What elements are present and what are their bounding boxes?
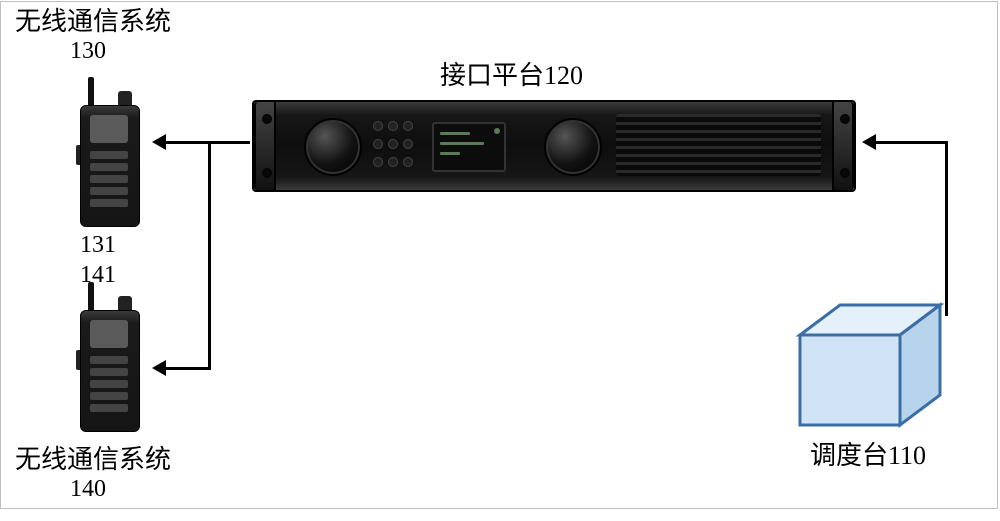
radio-screen: [90, 115, 128, 143]
cube-icon: [790, 295, 960, 435]
label-wireless-bottom: 无线通信系统: [15, 444, 171, 475]
radio-keypad: [90, 151, 128, 211]
rack-led: [389, 122, 397, 130]
radio-side-button-icon: [76, 350, 80, 370]
radio-knob-icon: [118, 91, 132, 105]
arrow-dispatch-horizontal: [875, 141, 948, 144]
rack-led: [374, 158, 382, 166]
rack-led: [404, 122, 412, 130]
radio-side-button-icon: [76, 145, 80, 165]
radio-keypad: [90, 356, 128, 416]
rack-led: [389, 158, 397, 166]
radio-screen: [90, 320, 128, 348]
label-wireless-top: 无线通信系统: [15, 6, 171, 37]
arrowhead-left-icon: [152, 360, 166, 376]
rack-led: [374, 122, 382, 130]
label-dispatch: 调度台110: [810, 440, 926, 471]
radio-141: [80, 310, 138, 430]
num-wireless-bottom: 140: [70, 476, 106, 503]
num-radio-131: 131: [80, 232, 116, 259]
rack-led: [389, 140, 397, 148]
arrowhead-left-icon: [152, 134, 166, 150]
arrow-branch-horizontal: [165, 367, 211, 370]
radio-knob-icon: [118, 296, 132, 310]
arrow-branch-vertical: [208, 141, 211, 370]
rack-led: [374, 140, 382, 148]
arrow-dispatch-vertical: [945, 141, 948, 316]
rack-led: [404, 158, 412, 166]
rack-dial-left: [304, 118, 362, 176]
arrowhead-left-icon: [862, 134, 876, 150]
num-wireless-top: 130: [70, 38, 106, 65]
dispatch-console: [790, 295, 960, 435]
label-interface-platform: 接口平台120: [440, 60, 583, 91]
interface-platform-device: [252, 100, 856, 192]
rack-dial-right: [544, 118, 602, 176]
radio-131: [80, 105, 138, 225]
rack-lcd: [432, 122, 506, 172]
rack-led: [404, 140, 412, 148]
rack-ear-right: [832, 102, 854, 190]
radio-antenna-icon: [88, 77, 94, 105]
radio-antenna-icon: [88, 282, 94, 310]
rack-ear-left: [254, 102, 276, 190]
rack-speaker-grille: [616, 114, 821, 176]
num-radio-141: 141: [80, 262, 116, 289]
